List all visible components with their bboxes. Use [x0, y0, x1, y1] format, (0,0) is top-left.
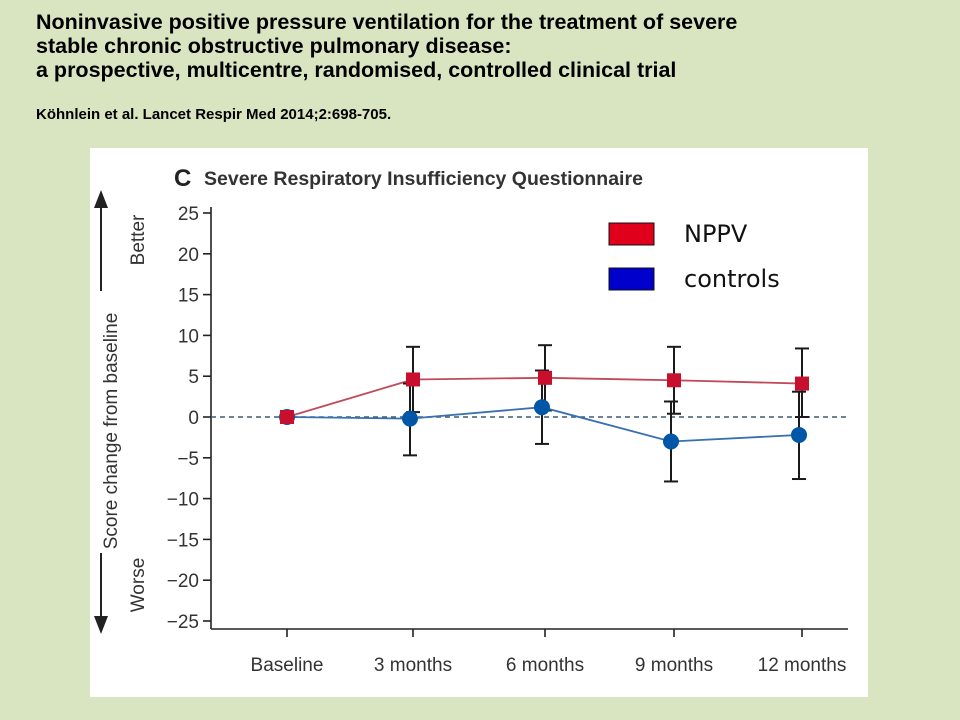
legend-swatch-controls — [608, 267, 655, 291]
chart-title: Severe Respiratory Insufficiency Questio… — [204, 168, 643, 190]
y-tick-label: −20 — [167, 571, 199, 592]
title-line-1: Noninvasive positive pressure ventilatio… — [36, 10, 738, 34]
better-arrow-head — [94, 190, 108, 208]
x-tick-label: 3 months — [374, 655, 452, 676]
x-tick-label: 12 months — [758, 655, 847, 676]
y-axis-label: Score change from baseline — [101, 313, 122, 550]
y-tick-label: −15 — [167, 530, 199, 551]
y-tick-label: 15 — [178, 286, 199, 307]
x-tick-label: Baseline — [251, 655, 324, 676]
title-line-2: stable chronic obstructive pulmonary dis… — [36, 34, 512, 58]
x-tick-label: 6 months — [506, 655, 584, 676]
y-tick-label: 10 — [178, 326, 199, 347]
x-tick-label: 9 months — [635, 655, 713, 676]
y-tick-label: −25 — [167, 612, 199, 633]
y-tick-label: 5 — [188, 367, 199, 388]
y-tick-label: −5 — [177, 449, 199, 470]
legend-label-nppv: NPPV — [684, 220, 748, 248]
data-point-controls — [663, 433, 679, 450]
worse-arrow-head — [94, 616, 108, 634]
data-point-controls — [402, 410, 418, 427]
chart-svg: C Severe Respiratory Insufficiency Questi… — [94, 165, 848, 676]
y-tick-label: 25 — [178, 204, 199, 225]
worse-label: Worse — [128, 558, 149, 613]
data-point-nppv — [667, 373, 681, 388]
data-point-controls — [534, 399, 550, 416]
y-tick-label: −10 — [167, 490, 199, 511]
chart-panel: C Severe Respiratory Insufficiency Questi… — [90, 148, 868, 697]
citation: Köhnlein et al. Lancet Respir Med 2014;2… — [36, 106, 392, 123]
y-tick-label: 0 — [188, 408, 199, 429]
better-label: Better — [128, 214, 149, 265]
legend-swatch-nppv — [608, 222, 655, 246]
slide-title: Noninvasive positive pressure ventilatio… — [36, 10, 737, 82]
data-point-nppv — [795, 376, 809, 391]
data-point-controls — [791, 426, 807, 443]
data-point-nppv — [406, 372, 420, 387]
legend-label-controls: controls — [684, 265, 780, 293]
data-point-nppv — [538, 370, 552, 385]
data-point-nppv — [280, 410, 294, 424]
title-line-3: a prospective, multicentre, randomised, … — [36, 58, 677, 82]
panel-letter: C — [174, 165, 191, 192]
y-tick-label: 20 — [178, 245, 199, 266]
